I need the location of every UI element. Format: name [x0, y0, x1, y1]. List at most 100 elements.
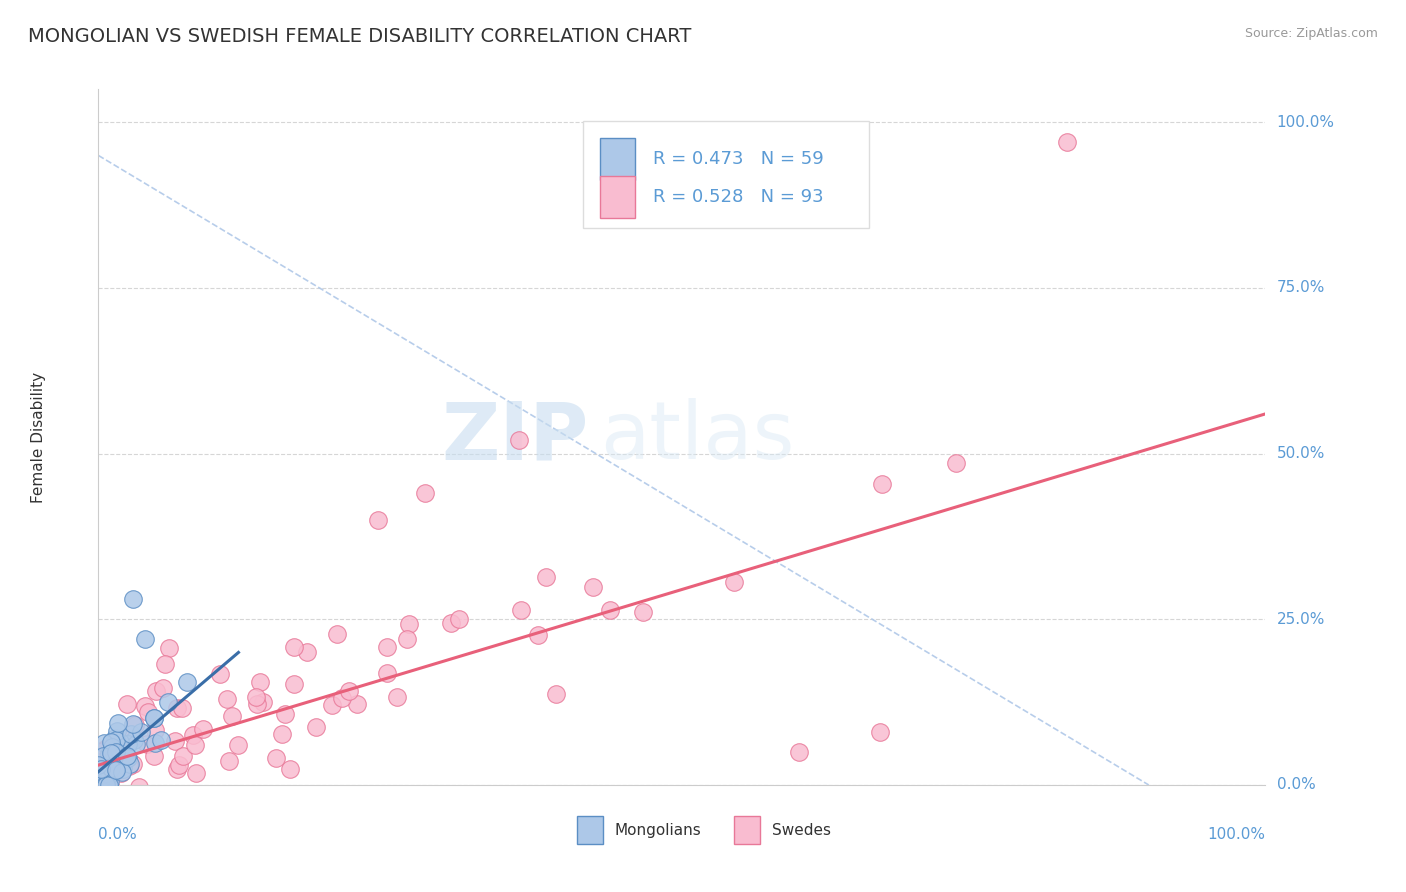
Point — [100, 746, 122, 760]
Point — [107, 716, 129, 731]
Point — [89, 791, 111, 805]
Point — [105, 723, 128, 738]
Point — [283, 677, 305, 691]
Point — [582, 580, 605, 594]
Point — [387, 690, 409, 704]
Point — [103, 744, 125, 758]
Point — [101, 739, 124, 754]
Point — [121, 717, 143, 731]
Point — [96, 778, 118, 792]
Point — [115, 791, 138, 805]
Point — [118, 759, 141, 773]
Point — [283, 640, 305, 654]
Point — [125, 737, 148, 751]
Point — [536, 570, 558, 584]
Point — [166, 700, 188, 714]
Point — [118, 757, 141, 772]
Bar — [576, 816, 603, 844]
Point — [111, 764, 134, 779]
Point — [271, 727, 294, 741]
Point — [89, 791, 111, 805]
Point — [104, 746, 127, 760]
Point — [98, 767, 121, 781]
Point — [145, 684, 167, 698]
Point — [91, 744, 114, 758]
Text: 100.0%: 100.0% — [1277, 115, 1334, 130]
Point — [104, 732, 127, 747]
Point — [326, 627, 349, 641]
Point — [332, 690, 354, 705]
Point — [100, 780, 122, 795]
Point — [134, 698, 156, 713]
Point — [104, 735, 127, 749]
Point — [508, 434, 530, 448]
Text: 0.0%: 0.0% — [98, 827, 138, 842]
Point — [245, 690, 267, 705]
Point — [89, 764, 111, 778]
Point — [101, 741, 124, 756]
Point — [945, 456, 967, 470]
Point — [122, 592, 145, 607]
Point — [100, 761, 122, 775]
Point — [101, 759, 124, 773]
Point — [87, 758, 110, 772]
Point — [226, 738, 249, 752]
Point — [98, 791, 121, 805]
Point — [143, 791, 166, 805]
Point — [163, 734, 186, 748]
Point — [143, 723, 166, 737]
Point — [101, 751, 124, 765]
Point — [193, 722, 215, 736]
Point — [93, 778, 115, 792]
Point — [249, 675, 271, 690]
Text: R = 0.528   N = 93: R = 0.528 N = 93 — [652, 188, 824, 206]
Point — [94, 742, 117, 756]
Point — [142, 749, 165, 764]
Point — [136, 706, 159, 720]
Point — [146, 791, 169, 805]
Text: atlas: atlas — [600, 398, 794, 476]
Point — [89, 760, 111, 774]
Point — [117, 737, 139, 751]
Point — [869, 725, 891, 739]
Text: 100.0%: 100.0% — [1208, 827, 1265, 842]
Text: Swedes: Swedes — [772, 822, 831, 838]
Point — [1056, 135, 1078, 149]
Bar — [734, 816, 761, 844]
Point — [96, 765, 118, 780]
Point — [152, 681, 174, 695]
Point — [103, 753, 125, 767]
Point — [98, 778, 121, 792]
Point — [90, 762, 112, 776]
Point — [134, 632, 156, 647]
Point — [209, 667, 232, 681]
Point — [375, 640, 398, 655]
Point — [142, 711, 165, 725]
FancyBboxPatch shape — [582, 120, 869, 228]
Point — [252, 695, 274, 709]
Point — [128, 780, 150, 795]
Point — [246, 697, 269, 711]
Point — [100, 735, 122, 749]
Point — [221, 709, 243, 723]
Point — [104, 764, 127, 778]
Point — [122, 733, 145, 747]
Point — [91, 749, 114, 764]
Point — [167, 757, 190, 772]
Point — [125, 791, 148, 805]
Point — [321, 698, 343, 712]
Point — [97, 747, 120, 761]
Point — [166, 762, 188, 776]
Point — [449, 612, 471, 626]
Point — [93, 736, 115, 750]
Point — [398, 617, 420, 632]
Point — [98, 773, 121, 788]
Point — [172, 748, 194, 763]
Point — [98, 764, 121, 779]
Point — [104, 731, 127, 745]
Point — [526, 628, 548, 642]
Point — [305, 720, 328, 734]
Point — [107, 758, 129, 772]
Text: 0.0%: 0.0% — [1277, 778, 1315, 792]
Text: Female Disability: Female Disability — [31, 371, 46, 503]
